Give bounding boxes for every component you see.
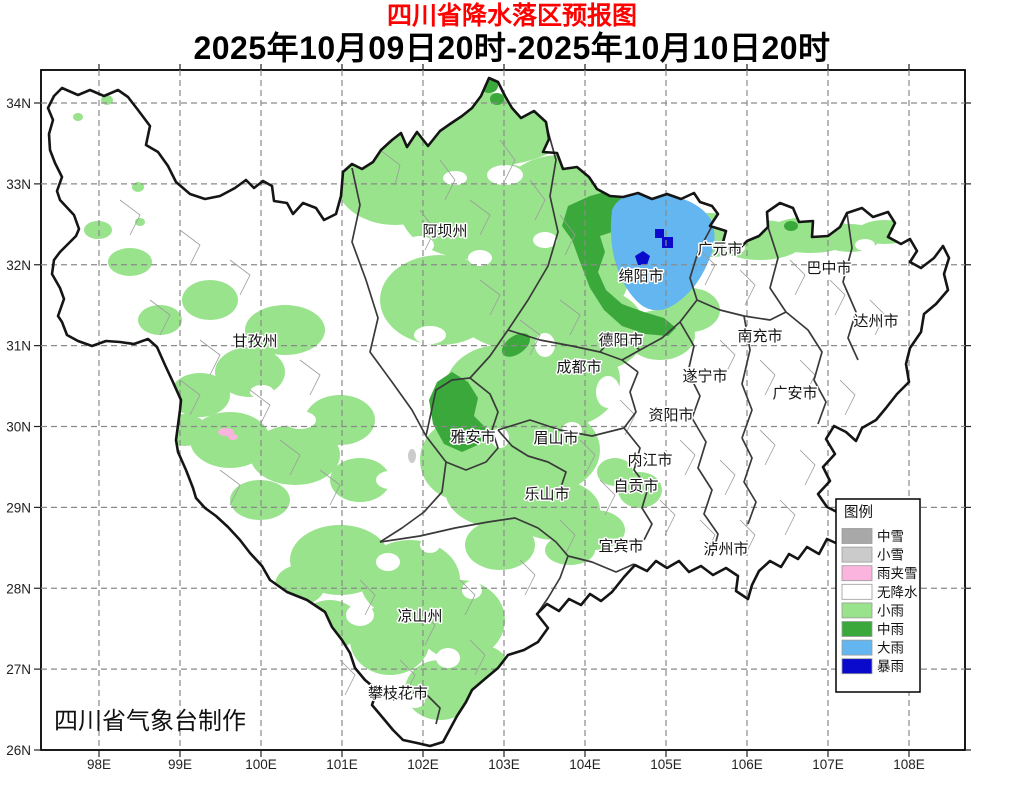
legend-swatch — [841, 528, 873, 544]
y-axis-label: 27N — [6, 662, 31, 677]
city-label: 内江市 — [627, 452, 672, 469]
y-axis-label: 33N — [6, 177, 31, 192]
no-precip-holes — [250, 165, 875, 708]
header: 四川省降水落区预报图 2025年10月09日20时-2025年10月10日20时 — [0, 0, 1024, 66]
x-axis-label: 101E — [326, 757, 358, 772]
map-frame — [40, 69, 966, 751]
legend-swatch — [841, 602, 873, 619]
legend-label: 无降水 — [877, 585, 918, 600]
sleet-snow-patches — [218, 428, 416, 463]
legend-swatch — [841, 546, 873, 563]
x-axis-label: 107E — [812, 757, 844, 772]
date-range: 2025年10月09日20时-2025年10月10日20时 — [193, 30, 831, 66]
heavy-rain-area — [610, 191, 715, 311]
x-axis-label: 106E — [731, 757, 763, 772]
city-label: 眉山市 — [533, 430, 578, 447]
city-label: 德阳市 — [598, 331, 643, 349]
legend-swatch — [841, 565, 873, 582]
x-axis-label: 102E — [407, 757, 439, 772]
y-axis-label: 29N — [6, 500, 31, 515]
y-axis-label: 31N — [6, 339, 31, 354]
y-axis-label: 28N — [6, 581, 31, 596]
legend-swatch — [841, 621, 873, 637]
city-label: 遂宁市 — [682, 368, 727, 385]
x-axis-label: 99E — [168, 757, 192, 772]
city-label: 雅安市 — [450, 429, 495, 446]
y-axis-label: 34N — [6, 96, 31, 111]
city-label: 成都市 — [556, 359, 601, 376]
legend-label: 小雪 — [877, 548, 904, 563]
city-label: 绵阳市 — [618, 268, 663, 285]
legend-swatch — [841, 639, 873, 656]
city-label: 甘孜州 — [232, 333, 277, 350]
city-label: 广元市 — [697, 241, 742, 258]
city-label: 自贡市 — [613, 478, 658, 495]
city-label: 阿坝州 — [422, 223, 467, 240]
legend-label: 小雨 — [877, 603, 904, 618]
rainstorm-marks — [635, 229, 673, 265]
x-axis-label: 98E — [87, 757, 111, 772]
legend-label: 雨夹雪 — [877, 566, 918, 581]
province-boundary — [46, 76, 951, 748]
city-label: 南充市 — [737, 328, 782, 345]
x-axis-label: 108E — [893, 757, 925, 772]
city-label: 乐山市 — [524, 486, 569, 503]
city-label: 资阳市 — [648, 407, 693, 424]
attribution: 四川省气象台制作 — [54, 708, 246, 735]
moderate-rain-areas — [429, 79, 798, 452]
city-label: 凉山州 — [397, 608, 442, 625]
x-axis-label: 105E — [650, 757, 682, 772]
y-axis-label: 26N — [6, 743, 31, 758]
prefecture-boundaries — [351, 123, 859, 725]
y-axis-label: 32N — [6, 258, 31, 273]
legend-label: 暴雨 — [877, 659, 904, 674]
light-rain-areas — [73, 92, 913, 720]
map-title: 四川省降水落区预报图 — [386, 2, 637, 30]
x-axis-label: 103E — [488, 757, 520, 772]
city-label: 巴中市 — [806, 260, 851, 277]
legend-title: 图例 — [844, 504, 873, 521]
city-label: 泸州市 — [703, 541, 748, 558]
legend-swatch — [841, 658, 873, 675]
legend-label: 中雪 — [877, 529, 904, 544]
x-axis-label: 104E — [569, 757, 601, 772]
city-label: 攀枝花市 — [368, 685, 428, 702]
city-label: 宜宾市 — [598, 538, 643, 555]
precipitation-layers — [73, 79, 913, 720]
city-label: 达州市 — [853, 313, 898, 330]
y-axis-label: 30N — [6, 420, 31, 435]
boundaries — [46, 76, 951, 748]
county-boundaries — [119, 139, 886, 696]
legend-swatch — [841, 583, 873, 600]
city-label: 广安市 — [772, 385, 817, 402]
legend-label: 中雨 — [877, 622, 904, 637]
legend-label: 大雨 — [877, 641, 904, 656]
x-axis-label: 100E — [245, 757, 277, 772]
